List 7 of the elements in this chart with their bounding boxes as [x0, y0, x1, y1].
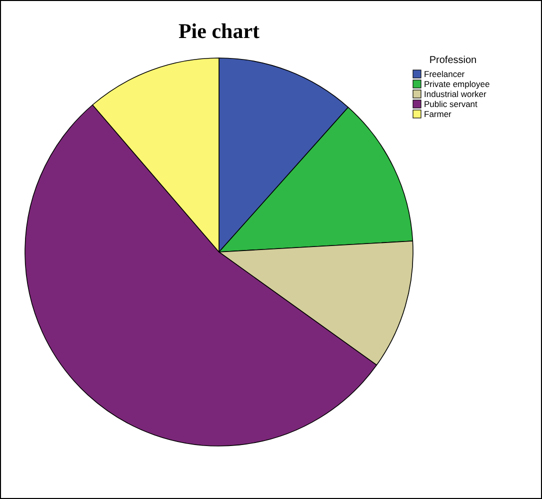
chart-title: Pie chart	[178, 19, 260, 43]
legend-title: Profession	[429, 55, 477, 66]
legend-label: Private employee	[424, 79, 490, 89]
legend-label: Public servant	[424, 99, 478, 109]
legend-label: Farmer	[424, 109, 452, 119]
legend-label: Freelancer	[424, 69, 465, 79]
legend-label: Industrial worker	[424, 89, 487, 99]
